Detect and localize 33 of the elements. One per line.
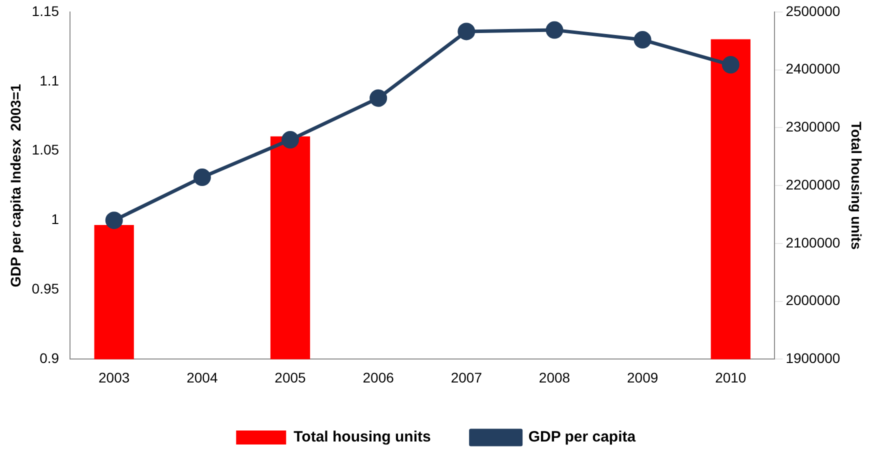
x-tick-label: 2006 <box>362 369 394 386</box>
y-tick-label: 0.95 <box>32 280 60 297</box>
point <box>722 56 740 74</box>
y-axis-title: GDP per capita Indesx 2003=1 <box>7 84 24 288</box>
y2-axis-title: Total housing units <box>848 122 865 250</box>
x-tick-label: 2007 <box>450 369 482 386</box>
x-tick-label: 2003 <box>98 369 130 386</box>
y2-tick-label: 1900000 <box>786 350 840 366</box>
y2-tick-label: 2500000 <box>786 2 840 19</box>
legend-label: GDP per capita <box>528 428 636 446</box>
y2-tick-label: 2300000 <box>786 118 840 135</box>
x-tick-label: 2008 <box>538 369 570 386</box>
point <box>458 22 476 40</box>
point <box>546 21 564 39</box>
legend-label: Total housing units <box>294 428 431 446</box>
point <box>193 168 211 186</box>
point <box>634 31 652 49</box>
x-tick-label: 2004 <box>186 369 218 386</box>
x-tick-label: 2009 <box>626 369 658 386</box>
y2-tick-label: 2100000 <box>786 234 840 250</box>
x-tick-label: 2005 <box>274 369 306 386</box>
y-tick-label: 1.05 <box>32 142 60 158</box>
x-tick-label: 2010 <box>715 369 746 386</box>
y-tick-label: 0.9 <box>40 350 60 366</box>
point <box>105 212 123 230</box>
y2-tick-label: 2200000 <box>786 176 840 192</box>
point <box>282 131 299 149</box>
y2-tick-label: 2000000 <box>786 292 840 308</box>
point <box>370 89 388 107</box>
y-tick-label: 1.15 <box>32 2 60 19</box>
y-tick-label: 1 <box>51 211 60 228</box>
y-tick-label: 1.1 <box>40 72 60 88</box>
y2-tick-label: 2400000 <box>786 60 840 77</box>
